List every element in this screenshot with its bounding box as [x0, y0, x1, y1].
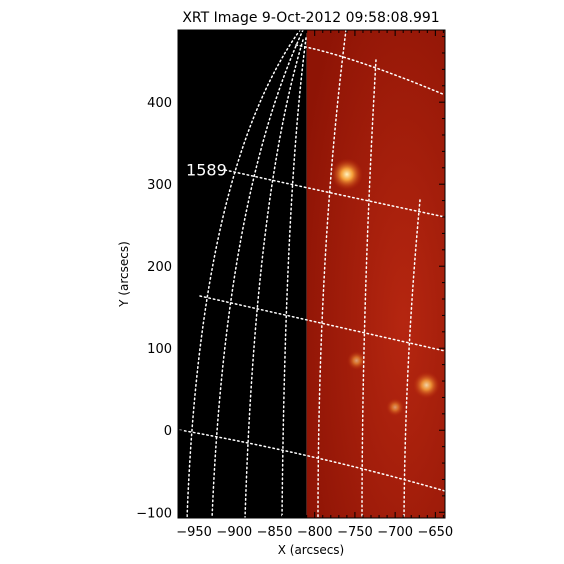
- bright-point-1: [330, 158, 363, 191]
- y-tick-label: 200: [147, 260, 172, 275]
- y-tick-label: 300: [147, 178, 172, 193]
- y-axis: −100 0 100 200 300 400: [136, 36, 445, 521]
- meridian-line-4: [281, 37, 307, 518]
- plot-frame: [177, 29, 446, 519]
- x-tick-label: −850: [257, 525, 293, 540]
- x-tick-label: −650: [417, 525, 453, 540]
- bright-point-4: [386, 398, 405, 417]
- figure-title: XRT Image 9-Oct-2012 09:58:08.991: [182, 10, 439, 26]
- y-tick-label: 100: [147, 342, 172, 357]
- y-tick-label: −100: [136, 506, 172, 521]
- y-tick-label: 400: [147, 96, 172, 111]
- meridian-line-5: [317, 30, 347, 518]
- meridian-line-7: [403, 199, 421, 518]
- x-tick-label: −800: [297, 525, 333, 540]
- x-tick-label: −950: [176, 525, 212, 540]
- bright-point-2: [413, 371, 441, 399]
- x-tick-label: −900: [216, 525, 252, 540]
- meridian-line-1: [186, 30, 301, 518]
- parallel-line-3: [199, 295, 445, 352]
- active-region-label: 1589: [186, 160, 227, 179]
- meridian-line-6: [361, 59, 377, 518]
- y-axis-label: Y (arcsecs): [117, 241, 131, 308]
- image-panel: [178, 30, 445, 518]
- y-tick-label: 0: [164, 424, 172, 439]
- solar-disk-region: [306, 30, 445, 518]
- x-tick-label: −700: [377, 525, 413, 540]
- parallel-line-1: [295, 44, 445, 96]
- bright-point-3: [347, 351, 367, 371]
- meridian-line-2: [211, 30, 304, 518]
- x-axis: −950 −900 −850 −800 −750 −700 −650: [176, 30, 453, 540]
- heliographic-grid: [179, 30, 445, 518]
- x-axis-label: X (arcsecs): [278, 543, 345, 557]
- parallel-line-2: [224, 169, 445, 218]
- x-tick-label: −750: [337, 525, 373, 540]
- off-disk-region: [178, 30, 307, 518]
- bright-points: [330, 158, 441, 417]
- parallel-line-4: [179, 429, 445, 492]
- meridian-line-3: [244, 39, 304, 518]
